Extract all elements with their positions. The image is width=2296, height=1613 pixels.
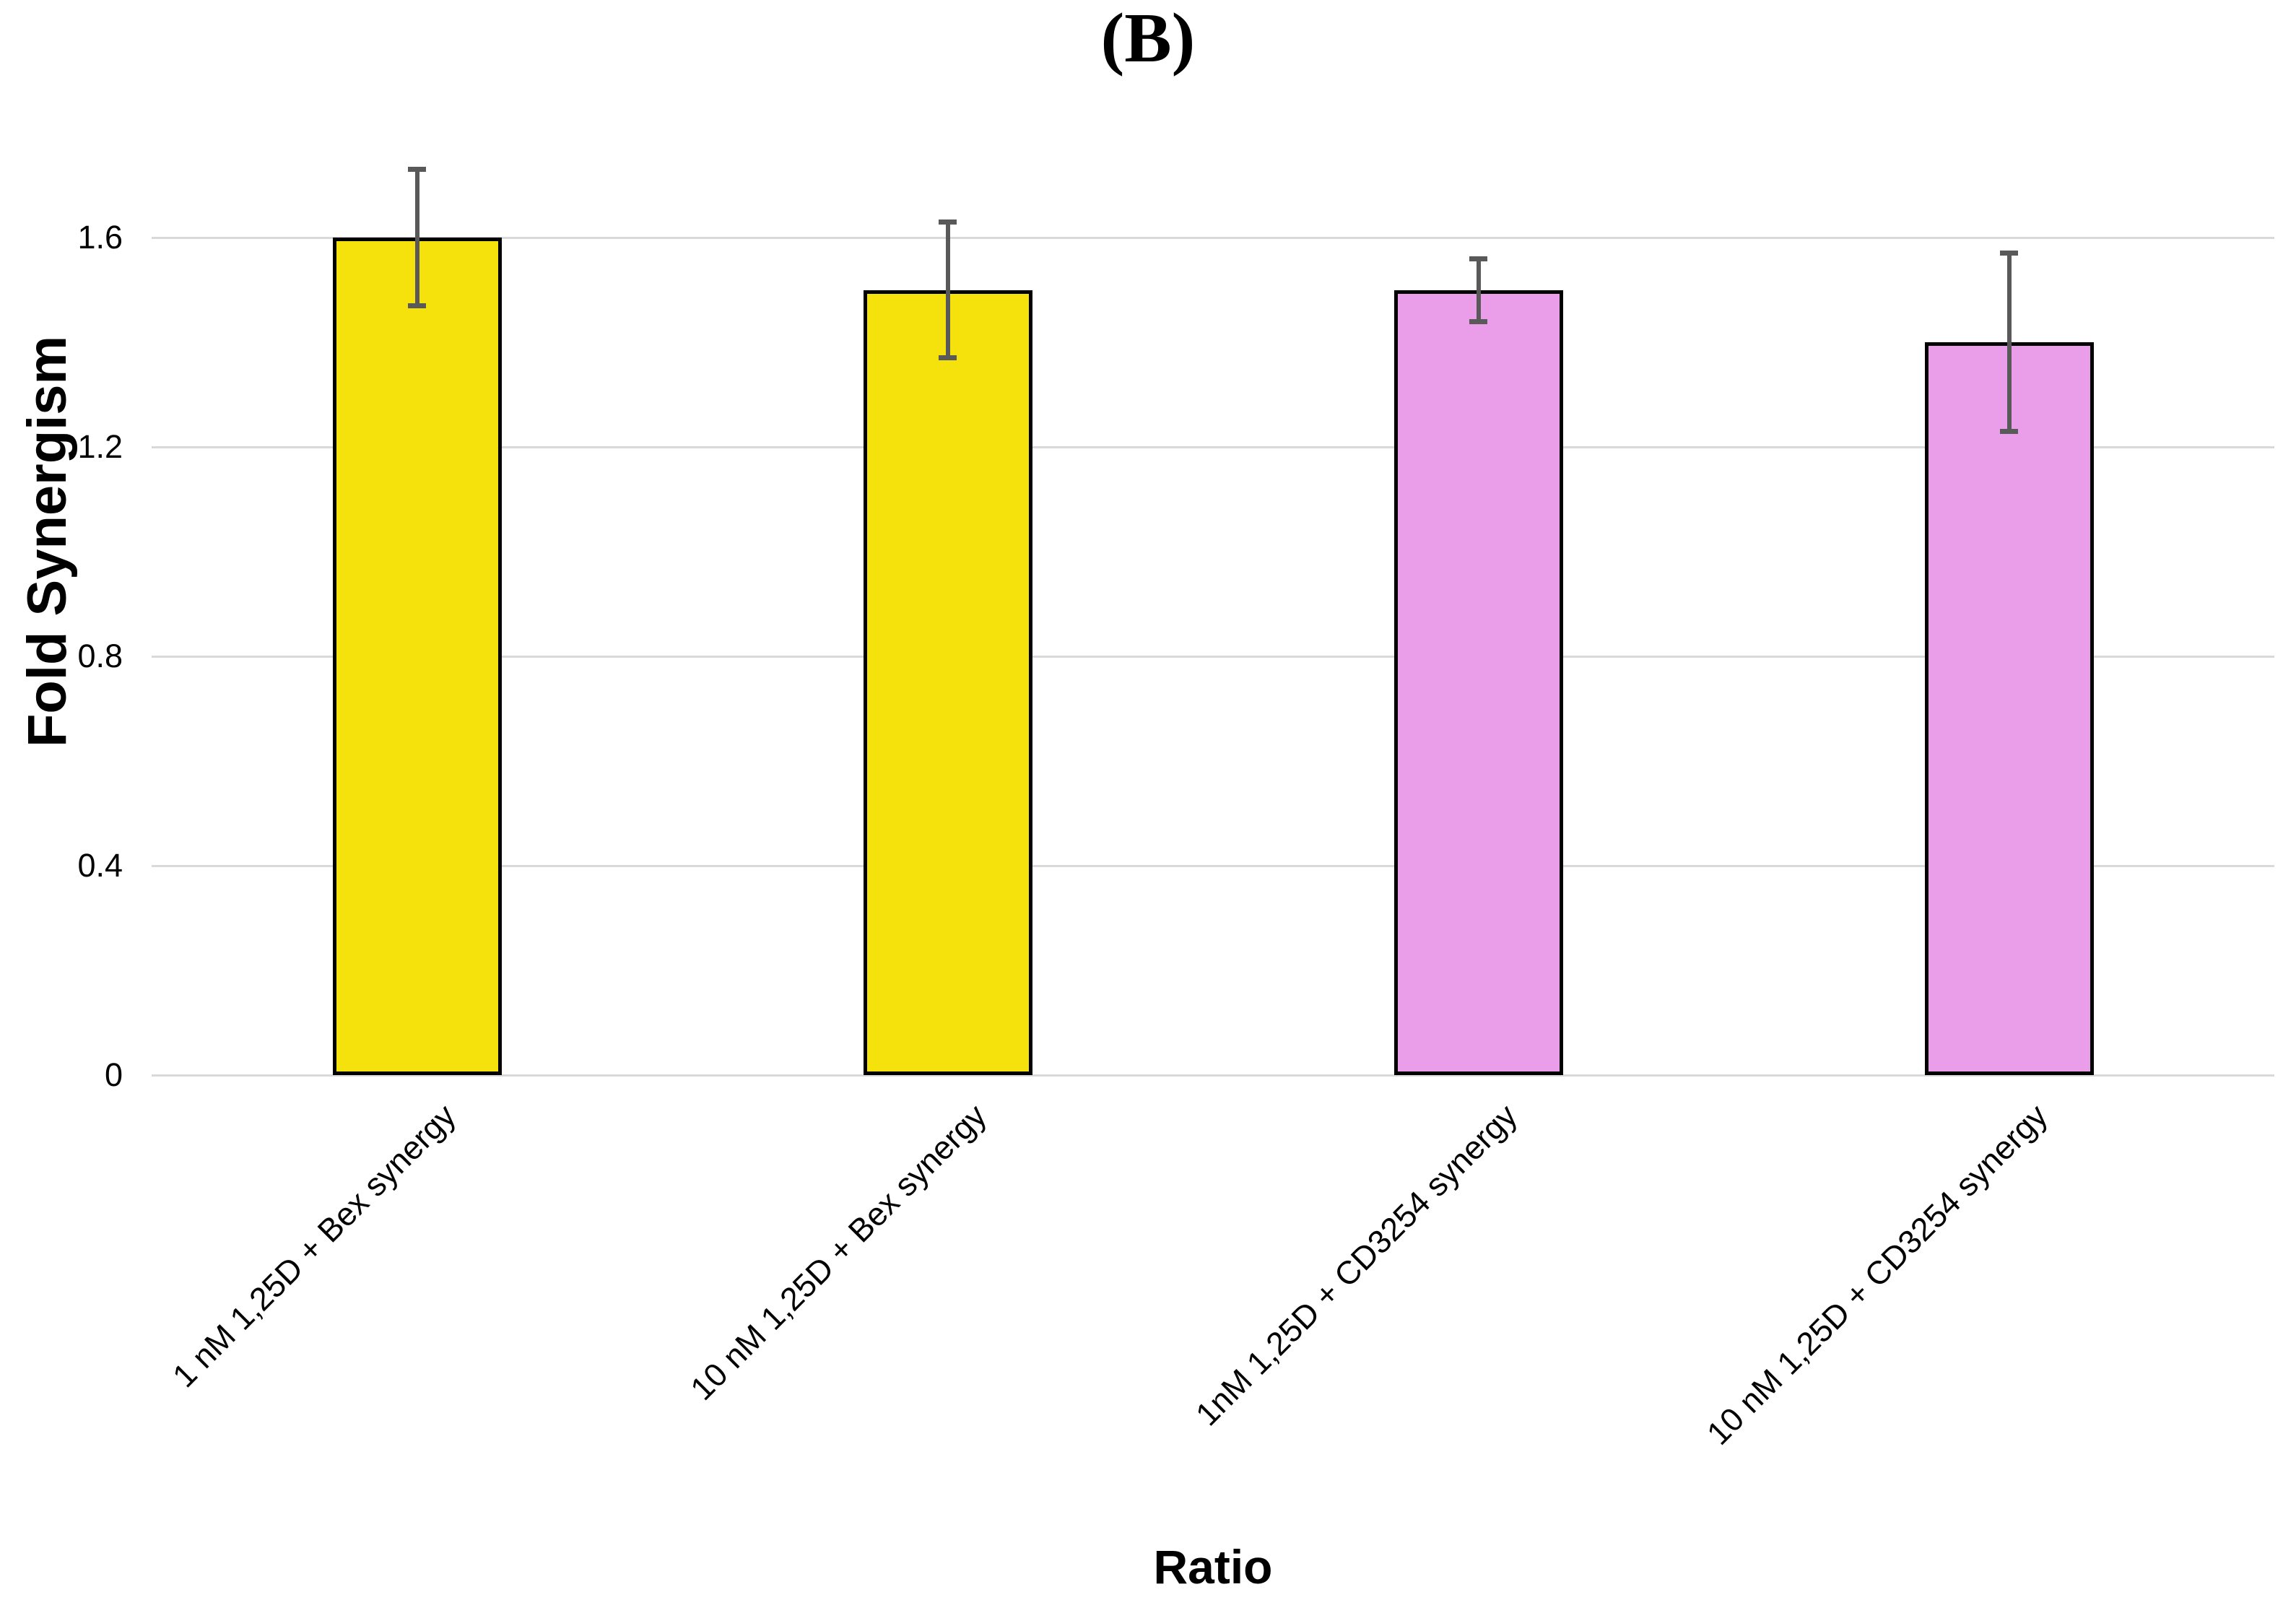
gridline-0.8 xyxy=(152,655,2274,658)
error-bar-bottom-cap-1 xyxy=(408,303,426,308)
error-bar-stem-1 xyxy=(414,169,419,306)
error-bar-bottom-cap-4 xyxy=(2000,428,2018,434)
x-axis-title: Ratio xyxy=(1153,1540,1273,1594)
gridline-0.4 xyxy=(152,864,2274,867)
error-bar-stem-3 xyxy=(1476,258,1481,321)
y-tick-label-0.8: 0.8 xyxy=(77,638,123,674)
y-tick-label-0.4: 0.4 xyxy=(77,847,123,884)
x-category-label-1: 1 nM 1,25D + Bex synergy xyxy=(165,1097,463,1395)
y-tick-label-1.2: 1.2 xyxy=(77,428,123,465)
x-category-label-4: 10 nM 1,25D + CD3254 synergy xyxy=(1700,1097,2055,1452)
bar-3 xyxy=(1393,290,1563,1075)
y-tick-label-0: 0 xyxy=(104,1056,123,1093)
bar-1 xyxy=(332,238,502,1075)
error-bar-top-cap-1 xyxy=(408,167,426,173)
error-bar-bottom-cap-3 xyxy=(1469,318,1487,324)
error-bar-stem-2 xyxy=(945,222,950,358)
gridline-0 xyxy=(152,1074,2274,1077)
error-bar-top-cap-2 xyxy=(939,219,957,225)
y-tick-label-1.6: 1.6 xyxy=(77,219,123,256)
error-bar-stem-4 xyxy=(2006,253,2012,432)
error-bar-bottom-cap-2 xyxy=(939,355,957,361)
panel-title: (B) xyxy=(1100,0,1196,77)
x-category-label-3: 1nM 1,25D + CD3254 synergy xyxy=(1188,1097,1524,1433)
x-category-label-2: 10 nM 1,25D + Bex synergy xyxy=(683,1097,993,1407)
error-bar-top-cap-4 xyxy=(2000,251,2018,256)
bar-4 xyxy=(1924,342,2094,1075)
gridline-1.2 xyxy=(152,445,2274,448)
bar-2 xyxy=(863,290,1032,1075)
error-bar-top-cap-3 xyxy=(1469,256,1487,261)
gridline-1.6 xyxy=(152,236,2274,239)
plot-area xyxy=(152,133,2274,1077)
y-axis-title: Fold Synergism xyxy=(17,335,78,747)
